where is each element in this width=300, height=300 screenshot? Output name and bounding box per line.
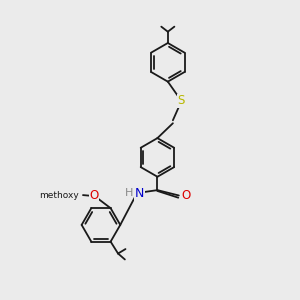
Text: N: N [135,187,144,200]
Text: methoxy: methoxy [39,190,79,200]
Text: S: S [178,94,185,107]
Text: O: O [90,189,99,202]
Text: O: O [181,189,190,202]
Text: H: H [124,188,133,197]
